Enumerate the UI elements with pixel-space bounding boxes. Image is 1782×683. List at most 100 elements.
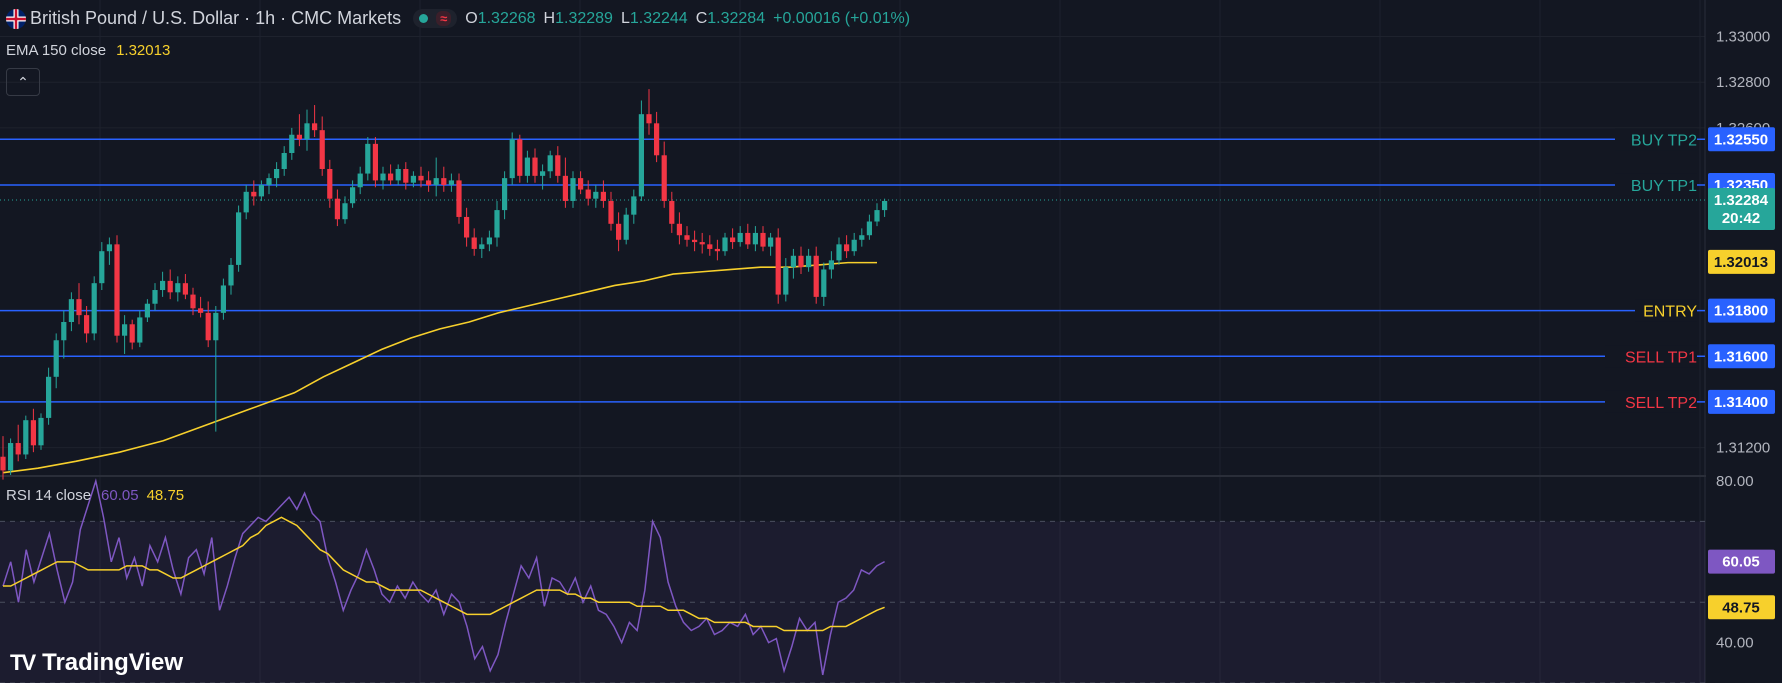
candle[interactable] xyxy=(372,137,378,188)
candle-body[interactable] xyxy=(585,189,591,199)
candle[interactable] xyxy=(775,228,781,304)
candle-body[interactable] xyxy=(722,237,728,252)
candle-body[interactable] xyxy=(410,175,416,183)
candle[interactable] xyxy=(175,276,181,302)
candle-body[interactable] xyxy=(684,235,690,240)
candle-body[interactable] xyxy=(182,283,188,295)
candle-body[interactable] xyxy=(144,303,150,318)
candle[interactable] xyxy=(585,180,591,206)
candle-body[interactable] xyxy=(676,223,682,236)
candle-body[interactable] xyxy=(213,312,219,341)
candle-body[interactable] xyxy=(623,214,629,240)
candle-body[interactable] xyxy=(616,223,622,240)
candle-body[interactable] xyxy=(372,143,378,181)
candle[interactable] xyxy=(752,226,758,252)
candle[interactable] xyxy=(836,237,842,265)
candle-body[interactable] xyxy=(828,260,834,270)
candle[interactable] xyxy=(562,157,568,208)
candle-body[interactable] xyxy=(38,417,44,446)
candle[interactable] xyxy=(106,237,112,265)
candle[interactable] xyxy=(608,191,614,231)
candle-body[interactable] xyxy=(228,264,234,286)
rsi-value-tag[interactable]: 60.05 xyxy=(1708,549,1775,574)
candle-body[interactable] xyxy=(190,294,196,309)
candle-body[interactable] xyxy=(509,139,515,179)
candle-body[interactable] xyxy=(479,244,485,249)
candle[interactable] xyxy=(388,164,394,185)
candle-body[interactable] xyxy=(152,290,158,304)
candle[interactable] xyxy=(167,269,173,300)
candle-body[interactable] xyxy=(570,178,576,201)
candle[interactable] xyxy=(486,230,492,252)
candle[interactable] xyxy=(23,415,29,460)
candle[interactable] xyxy=(456,173,462,224)
candle-body[interactable] xyxy=(350,187,356,204)
candle-body[interactable] xyxy=(99,251,105,284)
candle[interactable] xyxy=(46,367,52,425)
candle[interactable] xyxy=(8,438,14,475)
candle[interactable] xyxy=(395,164,401,185)
candle-body[interactable] xyxy=(137,317,143,343)
candle[interactable] xyxy=(327,159,333,208)
collapse-legend-button[interactable]: ⌃ xyxy=(6,68,40,96)
ema-price-tag[interactable]: 1.32013 xyxy=(1708,249,1775,274)
candle[interactable] xyxy=(319,116,325,176)
candle[interactable] xyxy=(342,196,348,224)
candle-body[interactable] xyxy=(380,173,386,181)
candle-body[interactable] xyxy=(502,178,508,211)
candle-body[interactable] xyxy=(646,114,652,124)
candle[interactable] xyxy=(722,232,728,256)
candle-body[interactable] xyxy=(532,157,538,176)
candle-body[interactable] xyxy=(76,299,82,316)
candle[interactable] xyxy=(699,232,705,254)
candle[interactable] xyxy=(281,146,287,176)
rsi-pane[interactable] xyxy=(0,478,1705,683)
candle[interactable] xyxy=(661,141,667,208)
candle[interactable] xyxy=(426,171,432,192)
candle-body[interactable] xyxy=(91,283,97,334)
market-status-badges[interactable]: ≈ xyxy=(413,9,458,28)
candle-body[interactable] xyxy=(243,191,249,213)
candle-body[interactable] xyxy=(160,280,166,291)
candle[interactable] xyxy=(190,287,196,316)
candle-body[interactable] xyxy=(806,255,812,268)
candle[interactable] xyxy=(312,105,318,138)
candle[interactable] xyxy=(289,127,295,160)
candle[interactable] xyxy=(258,180,264,201)
candle-body[interactable] xyxy=(304,123,310,140)
ema-legend[interactable]: EMA 150 close 1.32013 xyxy=(6,42,170,59)
symbol-title[interactable]: British Pound / U.S. Dollar · 1h · CMC M… xyxy=(30,8,402,28)
candle-body[interactable] xyxy=(844,244,850,252)
candle-body[interactable] xyxy=(395,168,401,181)
candle[interactable] xyxy=(266,173,272,195)
candle[interactable] xyxy=(806,248,812,272)
candle-body[interactable] xyxy=(357,173,363,188)
candle[interactable] xyxy=(669,191,675,233)
candle-body[interactable] xyxy=(365,143,371,174)
candle-body[interactable] xyxy=(312,123,318,131)
candle[interactable] xyxy=(707,235,713,256)
candle-body[interactable] xyxy=(798,255,804,268)
candle-body[interactable] xyxy=(783,267,789,295)
candle-body[interactable] xyxy=(745,232,751,245)
candle-body[interactable] xyxy=(555,155,561,176)
candle[interactable] xyxy=(68,292,74,332)
candle[interactable] xyxy=(509,132,515,185)
candle[interactable] xyxy=(38,413,44,450)
candle-body[interactable] xyxy=(699,242,705,245)
candle[interactable] xyxy=(91,276,97,341)
candle-body[interactable] xyxy=(737,232,743,243)
candle[interactable] xyxy=(84,306,90,343)
candle-body[interactable] xyxy=(730,237,736,243)
candle-body[interactable] xyxy=(836,244,842,261)
candle-body[interactable] xyxy=(547,155,553,172)
candle[interactable] xyxy=(790,248,796,279)
candle-body[interactable] xyxy=(342,203,348,220)
candle[interactable] xyxy=(600,180,606,208)
candle-body[interactable] xyxy=(448,180,454,185)
candle[interactable] xyxy=(403,162,409,190)
candle[interactable] xyxy=(380,166,386,190)
candle[interactable] xyxy=(859,228,865,247)
candle[interactable] xyxy=(350,180,356,208)
